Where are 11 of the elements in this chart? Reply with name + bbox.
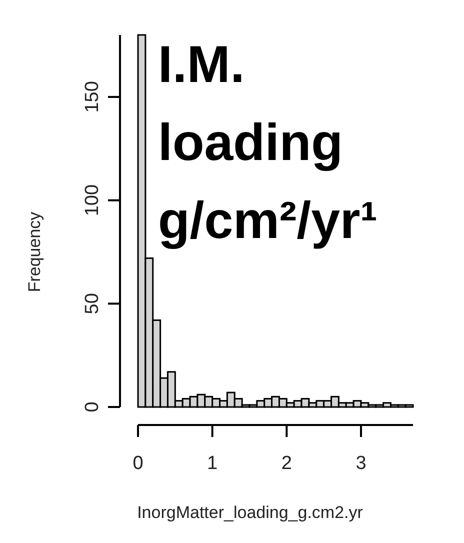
text: I.M. loading g/cm²/yr¹ (158, 36, 378, 250)
y-axis-title: Frequency (25, 211, 44, 292)
y-tick-label: 50 (82, 293, 103, 314)
y-tick-label: 100 (82, 184, 103, 216)
x-tick-label: 0 (132, 453, 144, 474)
y-tick-label: 150 (82, 81, 103, 113)
x-axis-title: InorgMatter_loading_g.cm2.yr (137, 503, 364, 522)
x-tick-label: 3 (356, 453, 366, 474)
y-tick-label: 0 (82, 402, 103, 412)
x-tick-label: 2 (281, 453, 292, 474)
x-tick-label: 1 (207, 453, 218, 474)
